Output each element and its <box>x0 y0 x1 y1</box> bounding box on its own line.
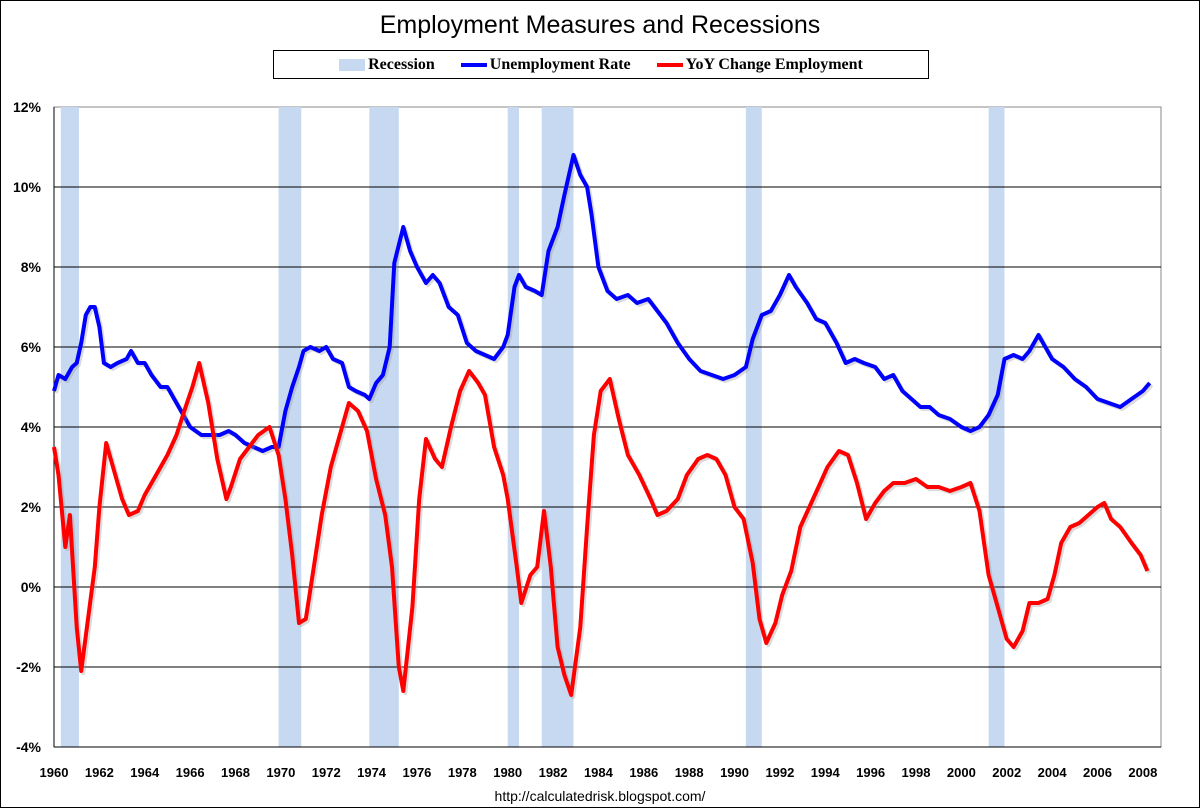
y-tick-label: 10% <box>13 179 42 195</box>
x-tick-label: 1962 <box>85 765 114 780</box>
x-tick-label: 2000 <box>947 765 976 780</box>
x-tick-label: 1968 <box>221 765 250 780</box>
y-tick-label: 6% <box>21 339 42 355</box>
y-tick-label: 4% <box>21 419 42 435</box>
y-tick-label: 12% <box>13 99 42 115</box>
x-tick-label: 1992 <box>765 765 794 780</box>
y-tick-label: 8% <box>21 259 42 275</box>
x-tick-label: 1972 <box>312 765 341 780</box>
legend-swatch-recession <box>339 58 366 71</box>
x-tick-label: 1988 <box>675 765 704 780</box>
legend-item-yoy: YoY Change Employment <box>656 55 863 74</box>
x-tick-label: 1974 <box>357 765 387 780</box>
x-tick-label: 2002 <box>992 765 1021 780</box>
x-tick-label: 2004 <box>1038 765 1068 780</box>
yoy-employment-line <box>52 361 1150 697</box>
y-tick-label: 0% <box>21 579 42 595</box>
x-tick-label: 1970 <box>266 765 295 780</box>
unemployment-rate-line <box>52 153 1152 453</box>
x-tick-label: 1966 <box>176 765 205 780</box>
legend-swatch-unemployment <box>460 62 487 67</box>
chart-title: Employment Measures and Recessions <box>379 11 821 39</box>
legend-label: Recession <box>368 55 435 73</box>
x-tick-label: 1998 <box>902 765 931 780</box>
legend-item-recession: Recession <box>339 56 435 74</box>
x-tick-label: 1990 <box>720 765 749 780</box>
y-tick-label: -2% <box>16 659 41 675</box>
x-tick-label: 1960 <box>40 765 69 780</box>
x-tick-label: 1964 <box>130 765 160 780</box>
legend: Recession Unemployment Rate YoY Change E… <box>273 50 929 79</box>
y-tick-label: -4% <box>16 739 41 755</box>
y-tick-label: 2% <box>21 499 42 515</box>
x-tick-label: 1994 <box>811 765 841 780</box>
x-tick-label: 1980 <box>493 765 522 780</box>
legend-label: Unemployment Rate <box>489 55 631 73</box>
x-tick-label: 1984 <box>584 765 614 780</box>
legend-label: YoY Change Employment <box>685 55 863 73</box>
x-tick-label: 2006 <box>1083 765 1112 780</box>
x-tick-label: 2008 <box>1128 765 1157 780</box>
x-tick-label: 1982 <box>539 765 568 780</box>
x-tick-label: 1978 <box>448 765 477 780</box>
source-url: http://calculatedrisk.blogspot.com/ <box>494 788 706 804</box>
x-tick-label: 1976 <box>402 765 431 780</box>
legend-swatch-yoy <box>656 62 683 67</box>
legend-item-unemployment: Unemployment Rate <box>460 55 631 74</box>
x-tick-label: 1996 <box>856 765 885 780</box>
x-tick-label: 1986 <box>629 765 658 780</box>
